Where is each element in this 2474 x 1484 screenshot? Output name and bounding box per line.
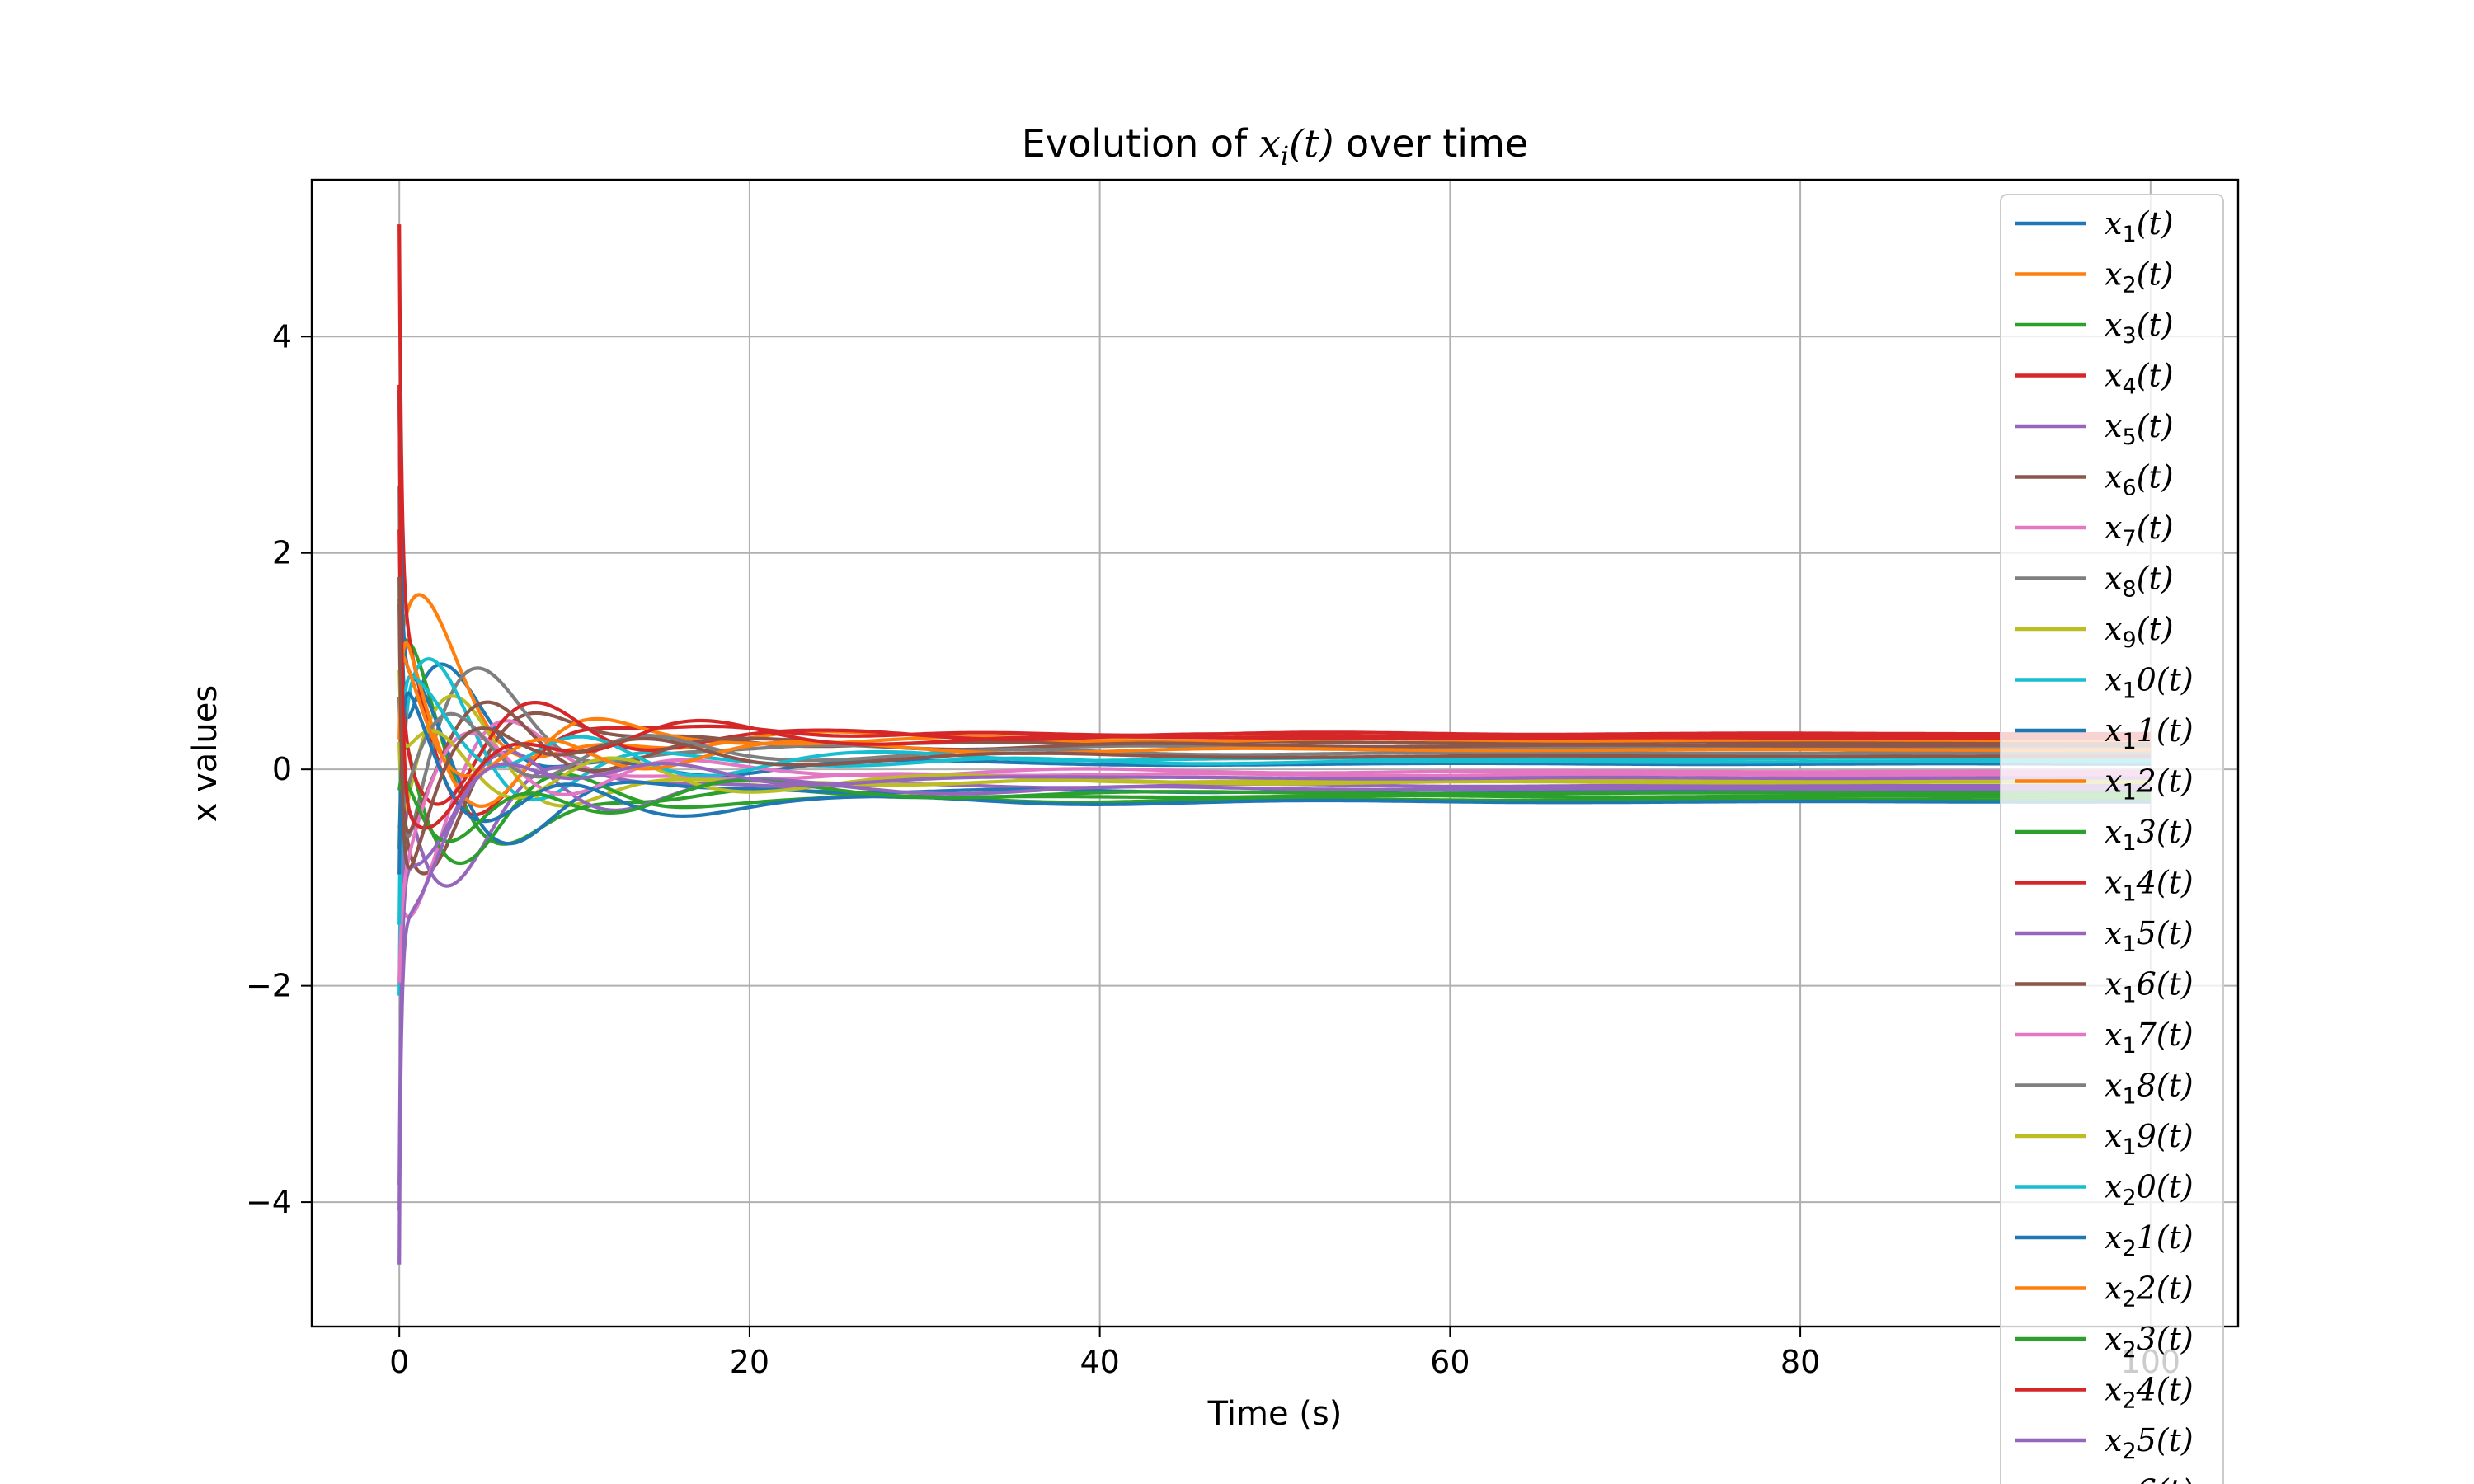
y-tick-label: −2	[246, 968, 292, 1004]
series-line-x3	[397, 598, 2151, 846]
series-line-x26	[397, 576, 2151, 870]
y-tick-label: 2	[272, 535, 292, 571]
legend-entry: x14(t)	[2105, 865, 2194, 907]
legend-entry: x6(t)	[2105, 459, 2174, 501]
series-line-x12	[397, 641, 2151, 809]
legend-entry: x24(t)	[2105, 1372, 2194, 1414]
legend-entry: x25(t)	[2105, 1422, 2194, 1464]
legend-entry: x23(t)	[2105, 1321, 2194, 1363]
y-tick-label: 4	[272, 318, 292, 355]
x-tick-label: 0	[389, 1344, 409, 1380]
chart-title: Evolution of xi(t) over time	[1022, 121, 1528, 171]
legend-entry: x13(t)	[2105, 814, 2194, 856]
y-tick-label: 0	[272, 751, 292, 787]
legend-entry: x26(t)	[2105, 1473, 2194, 1484]
series-line-x22	[397, 648, 2151, 778]
legend-entry: x9(t)	[2105, 611, 2174, 653]
plot-frame	[310, 178, 2240, 1328]
legend-entry: x7(t)	[2105, 510, 2174, 552]
series-line-x20	[397, 674, 2151, 925]
legend-entry: x10(t)	[2105, 662, 2194, 704]
series-line-x25	[397, 761, 2151, 1211]
legend-entry: x2(t)	[2105, 256, 2174, 298]
legend-entry: x1(t)	[2105, 205, 2174, 247]
series-line-x16	[397, 604, 2151, 834]
legend-entry: x12(t)	[2105, 763, 2194, 805]
legend-entry: x17(t)	[2105, 1017, 2194, 1059]
legend-entry: x22(t)	[2105, 1270, 2194, 1313]
y-tick-label: −4	[246, 1184, 292, 1220]
y-axis-label: x values	[186, 685, 224, 822]
legend-entry: x19(t)	[2105, 1118, 2194, 1160]
legend-entry: x8(t)	[2105, 561, 2174, 603]
legend-box	[2000, 194, 2224, 1484]
legend: x1(t) x2(t) x3(t) x4(t) x5(t) x6(t) x7(t) x8(t)…	[2000, 194, 2224, 1484]
x-tick-label: 80	[1780, 1344, 1820, 1380]
legend-entry: x5(t)	[2105, 408, 2174, 450]
legend-entry: x4(t)	[2105, 358, 2174, 400]
x-axis-label: Time (s)	[1207, 1395, 1343, 1433]
series-line-x11	[397, 389, 2151, 846]
legend-entry: x20(t)	[2105, 1169, 2194, 1211]
legend-entry: x21(t)	[2105, 1219, 2194, 1261]
legend-entry: x18(t)	[2105, 1068, 2194, 1110]
x-tick-label: 60	[1430, 1344, 1470, 1380]
x-tick-label: 20	[730, 1344, 769, 1380]
legend-entry: x11(t)	[2105, 712, 2194, 754]
series-line-x13	[397, 743, 2151, 866]
legend-entry: x3(t)	[2105, 307, 2174, 349]
series-line-x15	[397, 750, 2151, 1186]
series-line-x23	[397, 777, 2151, 843]
series-lines	[397, 224, 2151, 1265]
legend-entry: x15(t)	[2105, 915, 2194, 957]
series-line-x21	[397, 691, 2151, 875]
series-line-x24	[397, 384, 2151, 830]
legend-entry: x16(t)	[2105, 966, 2194, 1008]
series-line-x19	[397, 669, 2151, 800]
x-tick-label: 40	[1079, 1344, 1119, 1380]
